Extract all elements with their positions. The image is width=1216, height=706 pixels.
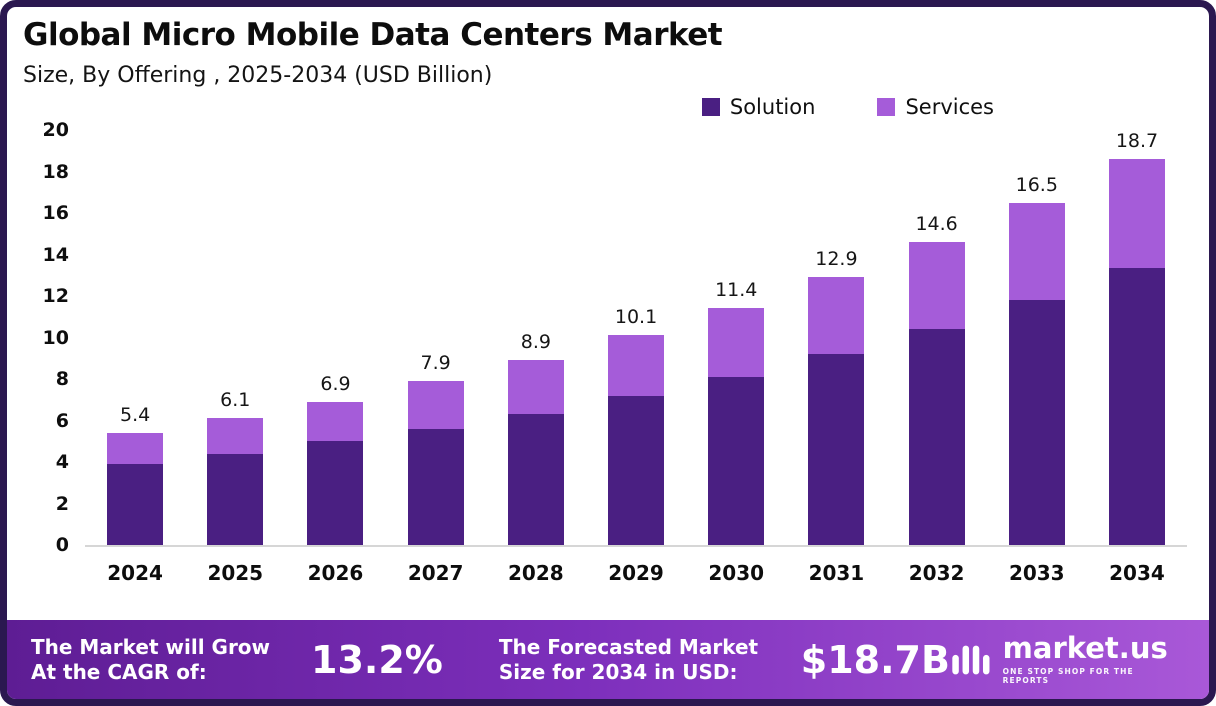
footer-banner: The Market will Grow At the CAGR of: 13.…	[7, 620, 1209, 699]
bar-total-label: 8.9	[520, 331, 551, 354]
x-axis-label: 2034	[1109, 561, 1165, 585]
services-bar-segment[interactable]	[1008, 202, 1065, 301]
brand-tagline: ONE STOP SHOP FOR THE REPORTS	[1002, 667, 1134, 685]
bar-column: 5.4 2024	[85, 130, 185, 585]
bar-total-label: 6.9	[320, 372, 351, 395]
solution-bar-segment[interactable]	[407, 428, 464, 545]
bar-column: 6.1 2025	[185, 130, 285, 585]
cagr-label: The Market will Grow At the CAGR of:	[31, 634, 271, 684]
chart-header: Global Micro Mobile Data Centers Market …	[23, 17, 723, 88]
solution-swatch-icon	[701, 98, 720, 116]
bar-column: 12.9 2031	[786, 130, 886, 585]
bar-total-label: 14.6	[915, 213, 958, 236]
bar-total-label: 5.4	[119, 403, 151, 426]
solution-bar-segment[interactable]	[608, 395, 665, 545]
bar-total-label: 7.9	[420, 352, 451, 375]
x-axis-label: 2031	[808, 561, 865, 585]
x-axis-label: 2033	[1008, 561, 1065, 585]
bar-column: 14.6 2032	[887, 130, 987, 585]
services-swatch-icon	[877, 98, 896, 116]
x-axis-label: 2030	[708, 561, 765, 585]
forecast-value: $18.7B	[800, 637, 950, 682]
forecast-label: The Forecasted Market Size for 2034 in U…	[498, 634, 759, 684]
bar-column: 16.5 2033	[987, 130, 1087, 585]
solution-bar-segment[interactable]	[808, 354, 865, 545]
services-bar-segment[interactable]	[107, 432, 164, 465]
solution-bar-segment[interactable]	[1008, 300, 1065, 545]
chart-area: 20 18 16 14 12 10 8 6 4 2 0 5.4 2024 6.1 2025 6.9 2026 7…	[21, 119, 1187, 585]
services-bar-segment[interactable]	[407, 381, 464, 429]
bar-column: 8.9 2028	[486, 130, 586, 585]
legend-label-solution: Solution	[729, 95, 816, 119]
services-bar-segment[interactable]	[207, 418, 264, 454]
bar-column: 18.7 2034	[1087, 130, 1187, 585]
solution-bar-segment[interactable]	[107, 464, 164, 545]
brand-name: market.us	[1002, 631, 1168, 665]
services-bar-segment[interactable]	[808, 277, 865, 355]
brand-text: market.us ONE STOP SHOP FOR THE REPORTS	[1002, 631, 1171, 686]
solution-bar-segment[interactable]	[1108, 268, 1165, 545]
solution-bar-segment[interactable]	[207, 453, 264, 545]
solution-bar-segment[interactable]	[307, 441, 364, 545]
chart-legend: Solution Services	[701, 95, 994, 119]
x-axis-label: 2032	[908, 561, 965, 585]
legend-label-services: Services	[905, 95, 994, 119]
x-axis-label: 2028	[508, 561, 564, 585]
bar-column: 11.4 2030	[686, 130, 786, 585]
legend-item-services[interactable]: Services	[877, 95, 994, 119]
bar-total-label: 12.9	[815, 248, 858, 271]
services-bar-segment[interactable]	[507, 360, 564, 415]
bar-total-label: 10.1	[614, 306, 658, 329]
x-axis-label: 2025	[207, 561, 264, 585]
x-axis-label: 2024	[107, 561, 163, 585]
y-axis: 20 18 16 14 12 10 8 6 4 2 0	[42, 119, 69, 556]
chart-subtitle: Size, By Offering , 2025-2034 (USD Billi…	[23, 63, 493, 88]
solution-bar-segment[interactable]	[908, 329, 965, 545]
page-title: Global Micro Mobile Data Centers Market	[23, 17, 723, 53]
marketus-icon	[952, 645, 990, 674]
services-bar-segment[interactable]	[608, 335, 665, 396]
solution-bar-segment[interactable]	[507, 414, 564, 545]
bar-total-label: 18.7	[1115, 130, 1159, 152]
legend-item-solution[interactable]: Solution	[701, 95, 816, 119]
plot-area: 5.4 2024 6.1 2025 6.9 2026 7.9 2027 8.9 2028 10.1 2…	[85, 130, 1187, 585]
services-bar-segment[interactable]	[1108, 159, 1165, 269]
bar-column: 10.1 2029	[586, 130, 686, 585]
x-axis-label: 2026	[307, 561, 364, 585]
services-bar-segment[interactable]	[307, 401, 364, 442]
bar-column: 7.9 2027	[386, 130, 486, 585]
bar-total-label: 11.4	[715, 279, 758, 302]
x-axis-label: 2029	[608, 561, 664, 585]
bar-total-label: 16.5	[1015, 173, 1058, 196]
brand-logo[interactable]: market.us ONE STOP SHOP FOR THE REPORTS	[950, 634, 1171, 685]
bar-column: 6.9 2026	[285, 130, 385, 585]
solution-bar-segment[interactable]	[708, 376, 765, 545]
x-axis-label: 2027	[407, 561, 464, 585]
services-bar-segment[interactable]	[708, 308, 765, 377]
services-bar-segment[interactable]	[908, 242, 965, 330]
bar-total-label: 6.1	[220, 389, 251, 412]
cagr-value: 13.2%	[311, 637, 443, 682]
